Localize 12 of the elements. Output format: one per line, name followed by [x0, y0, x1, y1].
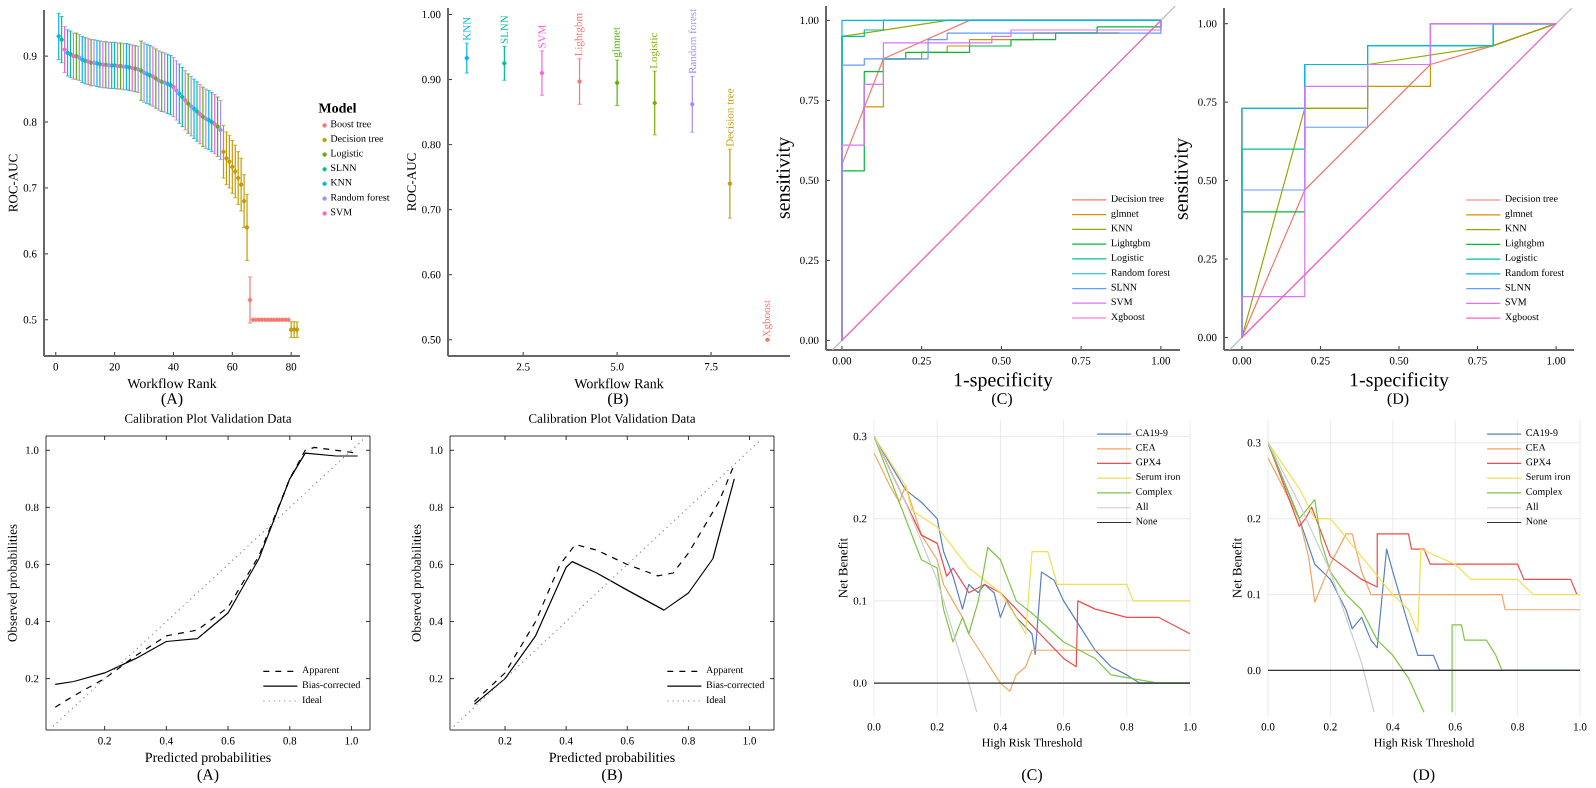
text: (D): [1387, 392, 1409, 408]
text: (C): [992, 392, 1012, 408]
text: (A): [161, 392, 183, 408]
text: (B): [608, 392, 628, 408]
text: (A): [197, 768, 219, 784]
text: (B): [602, 768, 622, 784]
x-axis-title: 1-specificity: [1350, 372, 1449, 391]
y-axis-title: sensitivity: [776, 136, 794, 219]
text: (D): [1413, 768, 1435, 784]
text: (C): [1022, 768, 1042, 784]
y-axis-title: sensitivity: [1174, 137, 1192, 220]
x-axis-title: 1-specificity: [954, 372, 1053, 391]
